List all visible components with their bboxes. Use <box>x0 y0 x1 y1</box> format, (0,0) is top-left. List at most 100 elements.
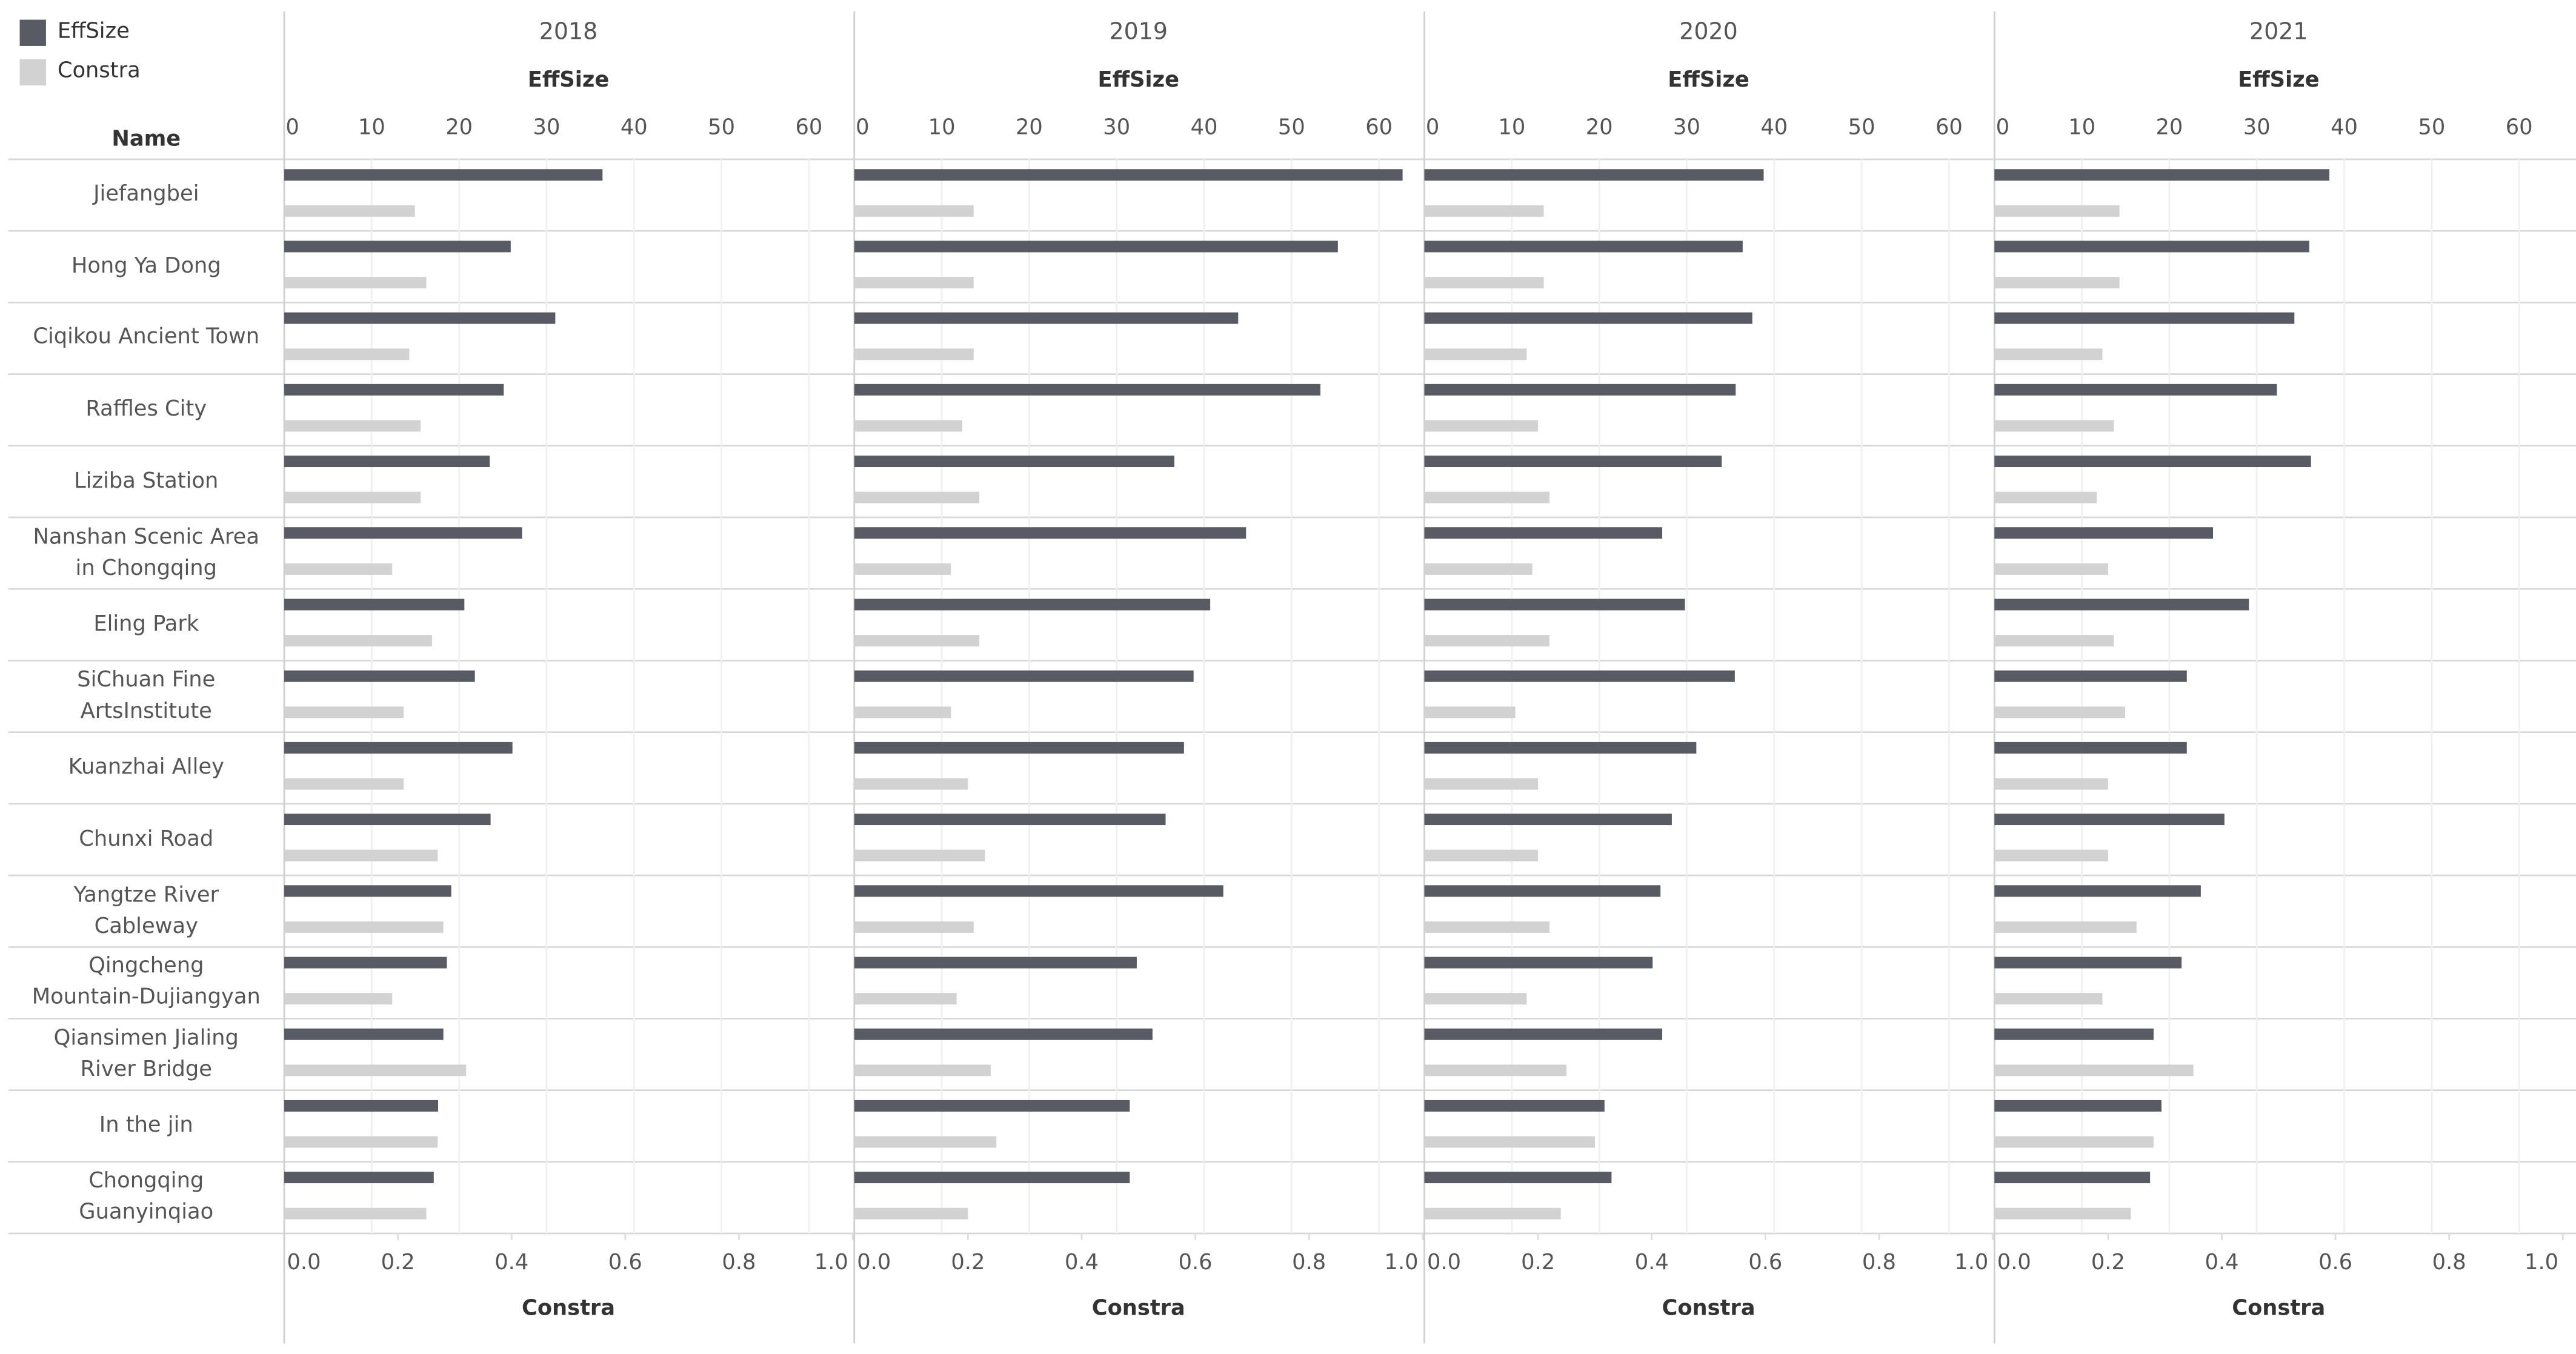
x-axis-title: EffSize <box>2238 67 2319 92</box>
bar <box>284 169 603 181</box>
bar <box>854 1028 1153 1040</box>
bar <box>1424 742 1697 754</box>
bar <box>854 921 974 933</box>
bar <box>854 778 968 790</box>
x-tick-label: 20 <box>1016 114 1043 139</box>
bar <box>284 814 491 826</box>
panel-title: 2020 <box>1679 18 1738 45</box>
x2-tick-label: 0.6 <box>2318 1250 2352 1275</box>
bar <box>1994 670 2187 682</box>
x-tick-label: 0 <box>1996 114 2009 139</box>
bar <box>1994 348 2103 360</box>
bar <box>284 312 556 324</box>
bar <box>1424 957 1653 969</box>
x2-tick-label: 0.4 <box>1065 1250 1099 1275</box>
bar <box>284 599 465 611</box>
bar <box>284 1100 439 1112</box>
bar <box>1424 814 1672 826</box>
x-axis-title: EffSize <box>1098 67 1179 92</box>
bar <box>854 993 957 1005</box>
x2-tick-label: 0.0 <box>1427 1250 1461 1275</box>
bar <box>1994 491 2097 503</box>
bar <box>1994 1100 2162 1112</box>
bar <box>284 420 421 432</box>
bar <box>1994 241 2309 253</box>
bar <box>1994 1028 2154 1040</box>
bar <box>1994 420 2114 432</box>
x-tick-label: 50 <box>708 114 735 139</box>
bar <box>854 491 980 503</box>
x2-tick-label: 0.8 <box>722 1250 756 1275</box>
category-label: Jiefangbei <box>93 182 199 208</box>
legend-swatch <box>19 19 46 46</box>
x-axis-title: EffSize <box>528 67 609 92</box>
bar <box>284 742 513 754</box>
category-label: Ciqikou Ancient Town <box>33 326 260 351</box>
bar <box>284 348 410 360</box>
category-label: Yangtze River Cableway <box>73 883 219 940</box>
x-tick-label: 60 <box>795 114 822 139</box>
bar <box>1994 527 2214 539</box>
category-label: Nanshan Scenic Area in Chongqing <box>33 525 259 582</box>
bar <box>1424 241 1743 253</box>
bar <box>1994 1172 2151 1184</box>
x-tick-label: 50 <box>1848 114 1875 139</box>
bar <box>854 849 985 861</box>
bar <box>284 706 404 718</box>
bar <box>284 1136 438 1148</box>
bar <box>1424 420 1539 432</box>
bar <box>1424 491 1549 503</box>
bar <box>284 635 432 647</box>
bar <box>854 1172 1130 1184</box>
bar <box>284 205 415 217</box>
bar <box>1424 885 1661 897</box>
bar <box>1424 169 1764 181</box>
x2-tick-label: 1.0 <box>1954 1250 1988 1275</box>
bar <box>854 383 1320 396</box>
category-label: Qiansimen Jialing River Bridge <box>53 1026 239 1083</box>
x-tick-label: 30 <box>533 114 561 139</box>
bar <box>1994 778 2108 790</box>
x-tick-label: 0 <box>1426 114 1439 139</box>
category-label: SiChuan Fine ArtsInstitute <box>77 668 216 725</box>
x-tick-label: 40 <box>621 114 648 139</box>
x2-axis-title: Constra <box>1662 1296 1755 1321</box>
bar <box>1424 635 1549 647</box>
bar <box>854 563 951 575</box>
x2-tick-label: 0.0 <box>287 1250 321 1275</box>
bar <box>284 778 404 790</box>
x2-axis-title: Constra <box>522 1296 615 1321</box>
bar <box>1424 563 1533 575</box>
bar <box>854 957 1137 969</box>
x2-tick-label: 0.6 <box>1179 1250 1213 1275</box>
bar <box>854 312 1239 324</box>
bar <box>1424 849 1539 861</box>
bar <box>1424 670 1735 682</box>
bar <box>1424 312 1752 324</box>
bar <box>284 670 475 682</box>
category-label: Kuanzhai Alley <box>68 755 224 781</box>
x2-tick-label: 0.2 <box>951 1250 985 1275</box>
x2-tick-label: 0.0 <box>1997 1250 2031 1275</box>
bar <box>1994 921 2137 933</box>
bar <box>854 670 1194 682</box>
bar <box>1994 885 2201 897</box>
category-label: Qingcheng Mountain-Dujiangyan <box>32 955 261 1011</box>
bar <box>1994 1207 2131 1220</box>
bar <box>1424 277 1544 289</box>
x-tick-label: 10 <box>2068 114 2095 139</box>
bar <box>1994 957 2182 969</box>
bar <box>1424 527 1663 539</box>
category-label: Chunxi Road <box>79 827 214 852</box>
x2-tick-label: 0.6 <box>608 1250 642 1275</box>
bar <box>1424 383 1736 396</box>
x-tick-label: 0 <box>856 114 869 139</box>
bar <box>854 348 974 360</box>
category-label: Eling Park <box>93 612 199 637</box>
bar <box>284 993 393 1005</box>
bar <box>1424 599 1685 611</box>
bar <box>854 599 1211 611</box>
